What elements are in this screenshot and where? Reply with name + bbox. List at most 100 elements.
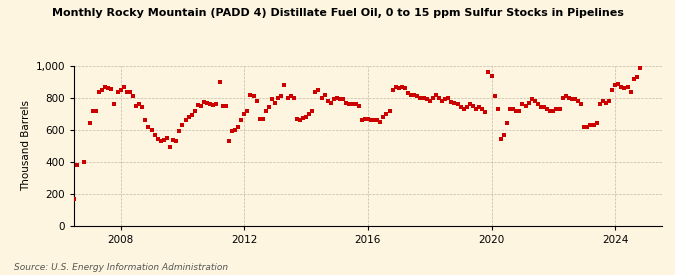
Point (359, 116, 370, 121)
Point (319, 92, 330, 97)
Point (439, 97, 450, 102)
Point (112, 89, 123, 94)
Point (276, 94, 287, 98)
Point (192, 103, 203, 107)
Point (223, 139, 234, 143)
Point (106, 87, 117, 91)
Point (591, 121, 602, 126)
Point (128, 93, 138, 98)
Point (505, 107, 516, 111)
Point (489, 94, 500, 98)
Point (155, 139, 166, 143)
Point (122, 89, 132, 94)
Point (564, 96, 574, 100)
Point (554, 107, 565, 111)
Point (248, 94, 259, 98)
Point (294, 118, 305, 122)
Point (304, 112, 315, 116)
Point (353, 104, 364, 108)
Point (431, 92, 441, 97)
Point (251, 99, 262, 103)
Point (619, 86, 630, 90)
Point (217, 104, 228, 108)
Point (174, 129, 185, 134)
Point (582, 124, 593, 129)
Point (171, 139, 182, 143)
Point (394, 86, 404, 90)
Point (576, 102, 587, 106)
Point (329, 97, 340, 102)
Point (87, 109, 98, 114)
Point (381, 112, 392, 116)
Point (588, 123, 599, 127)
Point (613, 81, 624, 86)
Point (628, 76, 639, 81)
Point (100, 84, 111, 89)
Point (601, 100, 612, 105)
Point (286, 93, 296, 98)
Point (236, 118, 246, 122)
Point (161, 136, 172, 140)
Point (433, 96, 444, 100)
Point (514, 108, 524, 113)
Point (625, 89, 636, 94)
Point (322, 99, 333, 103)
Point (245, 92, 256, 97)
Point (390, 84, 401, 89)
Point (594, 102, 605, 106)
Text: Source: U.S. Energy Information Administration: Source: U.S. Energy Information Administ… (14, 263, 227, 272)
Point (418, 96, 429, 100)
Point (90, 108, 101, 113)
Point (474, 105, 485, 110)
Point (492, 107, 503, 111)
Point (335, 97, 346, 102)
Point (570, 97, 580, 102)
Point (616, 84, 626, 89)
Point (186, 112, 197, 117)
Point (344, 102, 355, 106)
Point (542, 107, 553, 111)
Point (634, 65, 645, 70)
Point (421, 97, 432, 102)
Point (288, 96, 299, 100)
Point (468, 104, 479, 108)
Point (118, 84, 129, 89)
Point (520, 104, 531, 108)
Point (387, 88, 398, 92)
Point (400, 86, 410, 90)
Point (300, 115, 311, 119)
Point (292, 117, 302, 122)
Point (403, 91, 414, 95)
Point (498, 132, 509, 137)
Point (313, 88, 324, 92)
Point (535, 105, 546, 110)
Point (610, 83, 620, 87)
Point (202, 100, 213, 105)
Point (149, 132, 160, 137)
Point (230, 128, 240, 132)
Point (508, 107, 518, 111)
Point (282, 96, 293, 100)
Point (165, 145, 176, 150)
Point (94, 90, 105, 95)
Point (214, 80, 225, 84)
Point (415, 96, 426, 100)
Point (502, 121, 512, 126)
Point (325, 100, 336, 105)
Point (372, 118, 383, 122)
Point (347, 102, 358, 106)
Point (378, 115, 389, 119)
Point (523, 100, 534, 105)
Point (341, 100, 352, 105)
Point (78, 160, 89, 165)
Point (406, 92, 416, 97)
Point (159, 138, 169, 142)
Point (557, 96, 568, 100)
Point (263, 105, 274, 110)
Point (539, 105, 549, 110)
Point (462, 105, 472, 110)
Point (511, 108, 522, 113)
Point (409, 92, 420, 97)
Point (566, 97, 577, 102)
Y-axis label: Thousand Barrels: Thousand Barrels (22, 100, 32, 191)
